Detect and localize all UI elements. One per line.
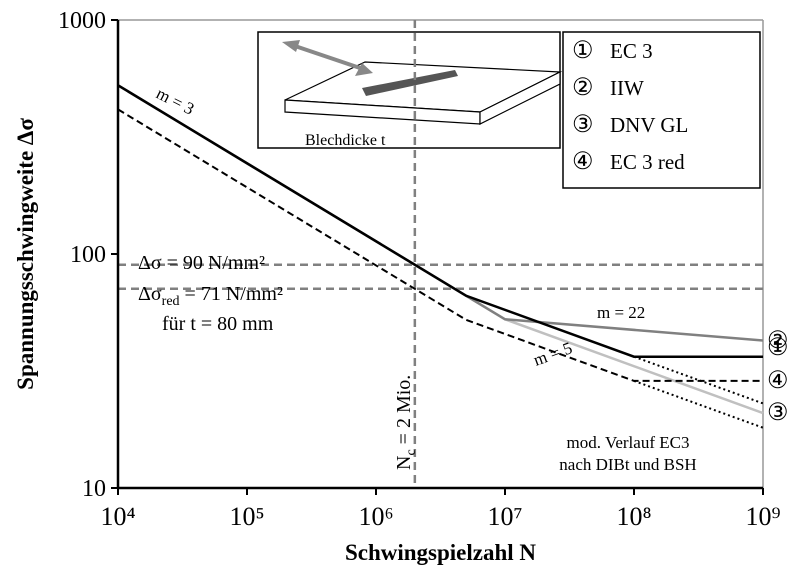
- y-tick-label: 10: [82, 476, 106, 502]
- inset: Blechdicke t: [258, 32, 560, 149]
- ref-label-red-rest: = 71 N/mm²: [180, 283, 283, 305]
- y-tick-label: 1000: [58, 8, 106, 34]
- legend: ① EC 3 ② IIW ③ DNV GL ④ EC 3 red: [563, 32, 760, 188]
- legend-symbol: ②: [572, 75, 594, 101]
- legend-symbol: ④: [572, 149, 594, 175]
- y-axis-title: Spannungsschwingweite Δσ: [13, 118, 38, 390]
- chart: Blechdicke t 10 100 1000 10⁴ 10⁵ 10⁶ 10⁷ 10⁸ 10⁹…: [0, 0, 796, 572]
- ref-label-red-main: Δσ: [138, 283, 162, 305]
- legend-label: IIW: [610, 76, 644, 100]
- inset-label: Blechdicke t: [305, 132, 386, 149]
- end-label: ④: [767, 368, 789, 394]
- legend-symbol: ③: [572, 112, 594, 138]
- end-label: ③: [767, 400, 789, 426]
- legend-label: DNV GL: [610, 113, 688, 137]
- legend-label: EC 3: [610, 39, 653, 63]
- nc-label-rest: = 2 Mio.: [393, 375, 415, 450]
- legend-label: EC 3 red: [610, 150, 685, 174]
- x-axis-title: Schwingspielzahl N: [345, 540, 536, 565]
- x-tick-label: 10⁷: [487, 502, 522, 531]
- y-tick-label: 100: [70, 242, 106, 268]
- x-tick-label: 10⁸: [616, 502, 651, 531]
- ref-label: Δσ = 90 N/mm²: [138, 252, 265, 274]
- legend-symbol: ①: [572, 38, 594, 64]
- x-tick-label: 10⁹: [745, 502, 780, 531]
- slope-label: m = 22: [597, 303, 645, 322]
- x-tick-label: 10⁴: [100, 502, 135, 531]
- ref-label-red-sub: red: [162, 294, 180, 309]
- annotation: nach DIBt und BSH: [559, 455, 696, 474]
- x-tick-label: 10⁶: [358, 502, 393, 531]
- annotation: mod. Verlauf EC3: [567, 433, 690, 452]
- nc-label-main: N: [393, 456, 415, 470]
- ref-label: für t = 80 mm: [162, 313, 274, 335]
- x-tick-label: 10⁵: [229, 502, 264, 531]
- end-label: ②: [767, 328, 789, 354]
